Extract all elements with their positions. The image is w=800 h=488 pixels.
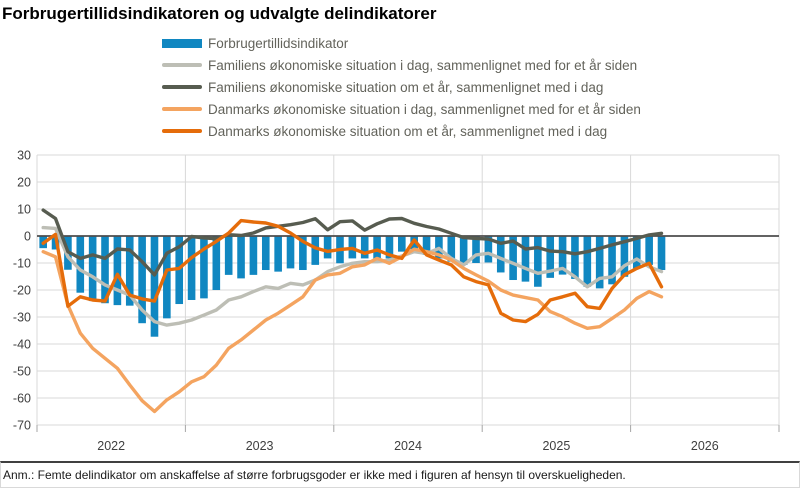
cci-bar [472, 236, 480, 263]
y-tick-label: -10 [13, 257, 31, 271]
legend-item: Danmarks økonomiske situation om et år, … [162, 123, 641, 139]
cci-bar [76, 236, 85, 293]
cci-bar [595, 236, 604, 289]
y-tick-label: -30 [13, 311, 31, 325]
cci-bar [496, 236, 505, 273]
cci-bar [113, 236, 122, 306]
legend-label: Danmarks økonomiske situation om et år, … [208, 123, 608, 139]
legend-swatch-bar-0 [162, 38, 202, 48]
cci-bar [410, 236, 418, 254]
legend-item: Danmarks økonomiske situation i dag, sam… [162, 101, 641, 117]
cci-bar [200, 236, 208, 299]
cci-bar [360, 236, 369, 259]
cci-bar [583, 236, 592, 287]
cci-bar [422, 236, 431, 255]
cci-bar [150, 236, 159, 337]
cci-bar [311, 236, 320, 265]
legend-swatch-line-1 [162, 63, 202, 67]
cci-bar [138, 236, 146, 324]
legend-item: Familiens økonomiske situation om et år,… [162, 79, 641, 95]
cci-bar [261, 236, 270, 271]
cci-bar [484, 236, 493, 263]
cci-bar [212, 236, 221, 290]
chart-svg: 30 20 10 0 -10 -20 -30 -40 -50 -60 -70 2022 2023 2024… [13, 149, 780, 453]
cci-bar [608, 236, 616, 285]
series-line-1 [41, 208, 664, 277]
cci-bar [101, 236, 109, 304]
cci-bar [249, 236, 258, 275]
x-tick-label: 2022 [97, 439, 125, 453]
cci-bar [521, 236, 530, 282]
chart-legend: Forbrugertillidsindikator Familiens økono… [162, 36, 641, 146]
legend-item: Forbrugertillidsindikator [162, 35, 641, 51]
series-line-3 [41, 218, 664, 324]
y-tick-label: -70 [13, 419, 31, 433]
cci-bar [534, 236, 542, 287]
cci-bar [459, 236, 468, 265]
cci-bar [385, 236, 394, 259]
cci-bar [558, 236, 567, 275]
cci-bar [509, 236, 517, 281]
y-tick-label: 0 [24, 230, 31, 244]
y-tick-label: 10 [17, 203, 31, 217]
cci-bar [125, 236, 134, 306]
y-tick-label: 20 [17, 176, 31, 190]
y-tick-label: -20 [13, 284, 31, 298]
cci-bar [163, 236, 171, 319]
x-tick-label: 2024 [394, 439, 422, 453]
legend-swatch-line-4 [162, 129, 202, 133]
cci-bar [632, 236, 641, 269]
series-line-2 [41, 247, 664, 414]
legend-swatch-line-2 [162, 85, 202, 89]
cci-bar [274, 236, 282, 272]
legend-label: Forbrugertillidsindikator [208, 35, 349, 51]
cci-bar [571, 236, 579, 279]
cci-bar [447, 236, 456, 262]
series-line-0 [41, 225, 664, 327]
cci-bar [546, 236, 555, 278]
x-tick-label: 2025 [542, 439, 570, 453]
footnote-text: Anm.: Femte delindikator om anskaffelse … [3, 468, 626, 482]
y-tick-label: 30 [17, 149, 31, 163]
cci-bar [620, 236, 629, 277]
cci-bar [398, 236, 406, 252]
y-tick-label: -50 [13, 365, 31, 379]
cci-bar [645, 236, 653, 265]
legend-item: Familiens økonomiske situation i dag, sa… [162, 57, 641, 73]
y-tick-label: -60 [13, 392, 31, 406]
x-tick-label: 2026 [691, 439, 719, 453]
y-tick-label: -40 [13, 338, 31, 352]
legend-label: Danmarks økonomiske situation i dag, sam… [208, 101, 641, 117]
legend-label: Familiens økonomiske situation om et år,… [208, 79, 604, 95]
cci-bar [323, 236, 332, 259]
legend-label: Familiens økonomiske situation i dag, sa… [208, 57, 638, 73]
cci-bar [187, 236, 196, 300]
cci-bar [657, 236, 666, 271]
cci-bar [286, 236, 295, 269]
x-tick-label: 2023 [246, 439, 274, 453]
cci-bar [88, 236, 97, 302]
cci-bar [237, 236, 245, 279]
page-title: Forbrugertillidsindikatoren og udvalgte … [2, 4, 437, 23]
legend-swatch-line-3 [162, 107, 202, 111]
cci-bar [224, 236, 233, 275]
cci-bar [373, 236, 381, 261]
footnote-box: Anm.: Femte delindikator om anskaffelse … [0, 461, 800, 488]
cci-bar [299, 236, 307, 271]
